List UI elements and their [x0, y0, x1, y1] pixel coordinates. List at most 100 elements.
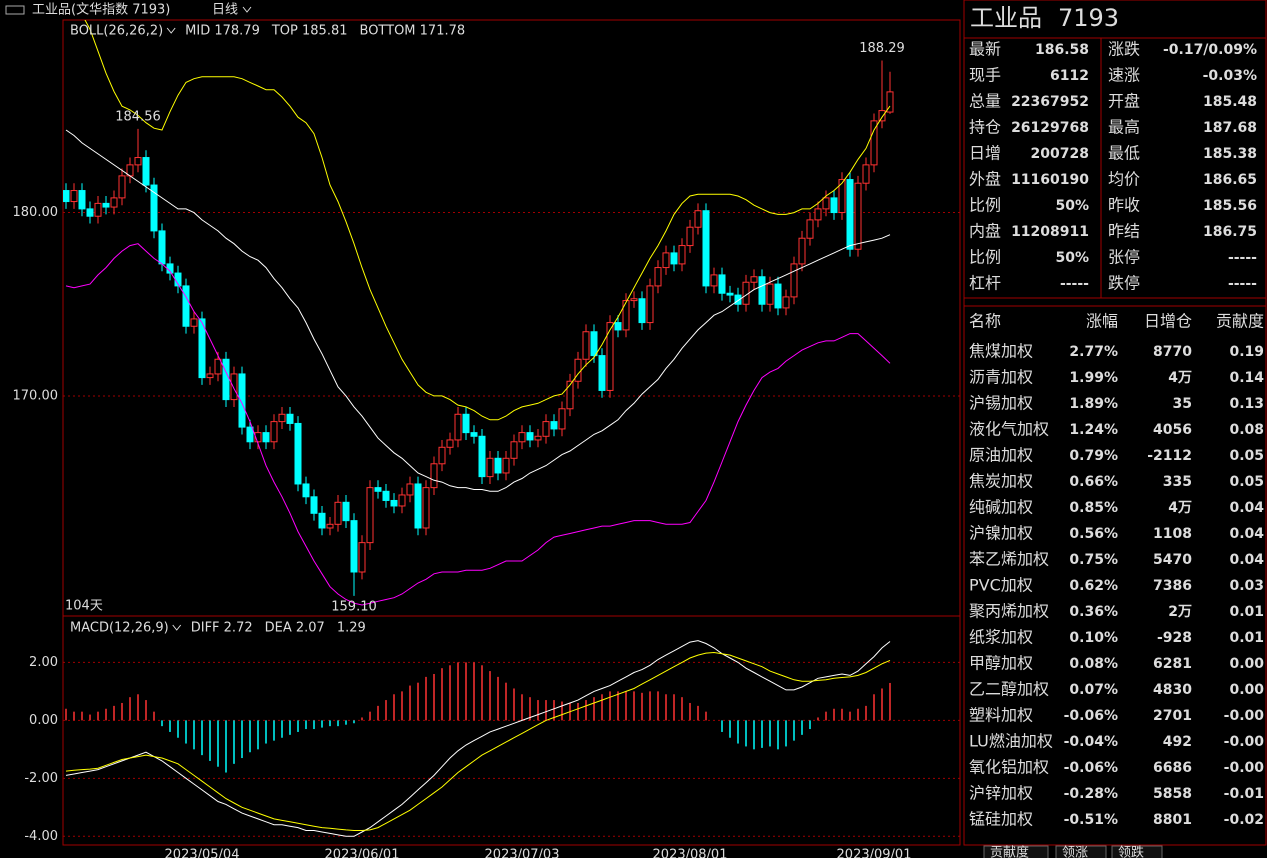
quote-value: 11160190 — [1011, 172, 1089, 188]
table-cell: 沪锌加权 — [969, 784, 1033, 803]
boll-line — [65, 129, 891, 492]
table-cell: 2万 — [1168, 604, 1192, 620]
table-cell: 0.04 — [1229, 552, 1264, 568]
candle-body — [262, 432, 270, 443]
table-cell: 1108 — [1153, 526, 1192, 542]
table-cell: 0.13 — [1229, 396, 1264, 412]
quote-value: ----- — [1228, 276, 1257, 292]
table-cell: 492 — [1163, 734, 1192, 750]
y-tick-label: -2.00 — [24, 771, 58, 786]
table-cell: LU燃油加权 — [969, 732, 1053, 751]
candle-body — [766, 283, 774, 305]
table-cell: 5858 — [1153, 786, 1192, 802]
candle-body — [150, 184, 158, 232]
table-cell: -0.00 — [1224, 734, 1265, 750]
dropdown-arrow — [172, 624, 182, 631]
table-cell: -0.28% — [1064, 786, 1118, 802]
quote-label: 日增 — [969, 144, 1001, 163]
candle-body — [878, 110, 886, 122]
legend-entry: 1.29 — [337, 621, 366, 636]
candle-body — [102, 202, 110, 208]
candle-body — [718, 274, 726, 294]
candle-body — [422, 487, 430, 529]
quote-label: 速涨 — [1108, 66, 1140, 85]
table-header: 日增仓 — [1144, 312, 1192, 331]
candle-body — [118, 175, 126, 199]
legend-entry: BOTTOM 171.78 — [360, 24, 466, 39]
x-tick-label: 2023/09/01 — [837, 848, 912, 858]
candle-body — [78, 190, 86, 210]
candle-body — [278, 413, 286, 423]
candle-body — [774, 283, 782, 309]
quote-label: 均价 — [1108, 170, 1140, 189]
candle-body — [614, 322, 622, 331]
tab[interactable] — [1111, 845, 1163, 858]
candle-body — [558, 408, 566, 430]
table-cell: 0.01 — [1229, 630, 1264, 646]
quote-label: 开盘 — [1108, 92, 1140, 111]
indicator-name: MACD(12,26,9) — [70, 621, 169, 636]
tab[interactable] — [983, 845, 1049, 858]
table-cell: 沪锡加权 — [969, 394, 1033, 413]
boll-line — [65, 243, 891, 606]
macd-line — [65, 640, 891, 837]
candle-body — [574, 358, 582, 382]
quote-value: 186.58 — [1035, 42, 1089, 58]
quote-label: 跌停 — [1108, 274, 1140, 293]
menu-icon[interactable] — [5, 5, 25, 15]
candle-body — [446, 439, 454, 448]
table-cell: 纸浆加权 — [969, 628, 1033, 647]
candle-body — [798, 237, 806, 265]
candle-body — [822, 197, 830, 210]
candle-body — [374, 487, 382, 492]
quote-value: ----- — [1060, 276, 1089, 292]
indicator-name: BOLL(26,26,2) — [70, 24, 163, 39]
x-tick-label: 2023/06/01 — [325, 848, 400, 858]
quote-value: 186.65 — [1203, 172, 1257, 188]
table-header: 贡献度 — [1216, 312, 1264, 331]
table-cell: 0.00 — [1229, 656, 1264, 672]
table-cell: 0.08% — [1069, 656, 1118, 672]
candle-body — [814, 208, 822, 221]
candle-body — [806, 219, 814, 239]
table-cell: 4万 — [1168, 500, 1192, 516]
quote-value: 22367952 — [1011, 94, 1089, 110]
quote-value: 50% — [1055, 250, 1089, 266]
candle-body — [734, 294, 742, 305]
candle-body — [286, 413, 294, 424]
candle-body — [430, 463, 438, 489]
candle-body — [70, 190, 78, 203]
table-cell: 0.79% — [1069, 448, 1118, 464]
candle-body — [366, 487, 374, 544]
period-selector[interactable]: 日线 — [212, 3, 238, 18]
candle-body — [630, 298, 638, 302]
table-cell: 0.56% — [1069, 526, 1118, 542]
candle-body — [158, 230, 166, 265]
candle-body — [534, 435, 542, 441]
candle-body — [318, 512, 326, 529]
candle-body — [230, 373, 238, 401]
tab-label: 领跌 — [1118, 845, 1144, 858]
candle-body — [702, 210, 710, 287]
quote-value: 200728 — [1031, 146, 1089, 162]
candle-body — [518, 432, 526, 443]
tab[interactable] — [1055, 845, 1107, 858]
table-cell: -0.02 — [1224, 812, 1264, 828]
candle-body — [406, 483, 414, 496]
candle-body — [302, 483, 310, 498]
y-tick-label: 180.00 — [13, 205, 59, 220]
candle-body — [478, 435, 486, 478]
table-cell: -0.06% — [1064, 708, 1118, 724]
price-annotation: 184.56 — [115, 109, 161, 124]
candle-body — [110, 197, 118, 208]
candle-body — [686, 226, 694, 247]
quote-value: 187.68 — [1203, 120, 1257, 136]
candle-body — [726, 292, 734, 296]
price-annotation: 159.10 — [331, 599, 377, 614]
table-cell: 2701 — [1153, 708, 1192, 724]
table-cell: 焦煤加权 — [969, 342, 1033, 361]
table-cell: 0.05 — [1229, 448, 1264, 464]
quote-value: -0.17/0.09% — [1163, 42, 1257, 58]
candle-body — [758, 276, 766, 305]
